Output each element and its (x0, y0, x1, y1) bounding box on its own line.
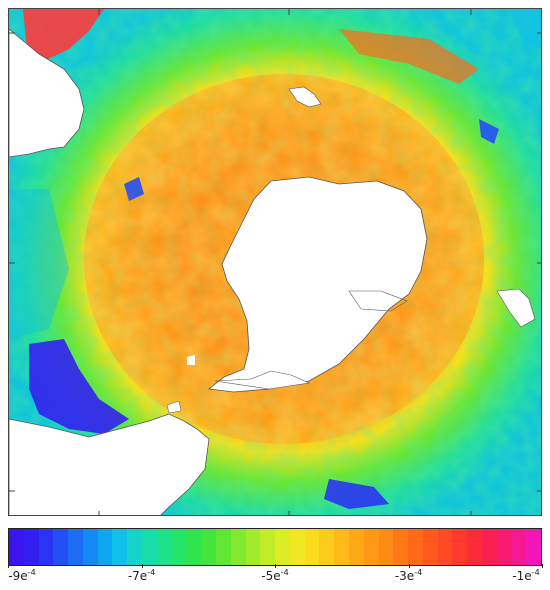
map-panel (8, 8, 542, 516)
colorbar-swatch (127, 529, 143, 565)
colorbar-tick-mark (275, 564, 276, 568)
colorbar-swatch (511, 529, 527, 565)
warm-patch-northwest (23, 9, 104, 61)
colorbar-swatch (215, 529, 231, 565)
colorbar-swatch (23, 529, 39, 565)
colorbar-swatch (201, 529, 216, 565)
colorbar-swatch (230, 529, 246, 565)
colorbar-tick-mark (542, 564, 543, 568)
colorbar-swatch (422, 529, 438, 565)
colorbar-swatch (408, 529, 423, 565)
colorbar-swatch (156, 529, 172, 565)
australia-landmass (9, 413, 210, 515)
colorbar-swatch (304, 529, 320, 565)
colorbar-swatch (245, 529, 261, 565)
cold-patch-west (29, 339, 129, 434)
colorbar-swatch (186, 529, 202, 565)
colorbar-swatch (97, 529, 113, 565)
colorbar-tick-label: -1e-4 (512, 568, 540, 583)
colorbar-swatch (496, 529, 512, 565)
colorbar-swatch (393, 529, 409, 565)
colorbar-swatch (467, 529, 482, 565)
south-america-landmass (9, 28, 85, 158)
colorbar-tick-mark (8, 564, 9, 568)
colorbar-tick-mark (141, 564, 143, 568)
colorbar-tick-label: -9e-4 (8, 568, 36, 583)
colorbar-swatch (142, 529, 157, 565)
colorbar-swatch (260, 529, 276, 565)
colorbar-tick-label: -3e-4 (394, 568, 423, 583)
colorbar-swatch (378, 529, 394, 565)
colorbar-swatch (112, 529, 128, 565)
colorbar-tick-mark (408, 564, 410, 568)
colorbar-swatch (526, 529, 541, 565)
colorbar (8, 528, 542, 566)
colorbar-tick-label: -5e-4 (261, 568, 289, 583)
colorbar-swatch (9, 529, 24, 565)
colorbar-swatch (334, 529, 349, 565)
colorbar-swatch (363, 529, 379, 565)
colorbar-swatch (68, 529, 83, 565)
colorbar-swatch (482, 529, 497, 565)
polar-map (9, 9, 541, 515)
colorbar-swatch (452, 529, 468, 565)
colorbar-tick-labels: -9e-4 -7e-4 -5e-4 -3e-4 -1e-4 (8, 564, 543, 590)
colorbar-swatch (38, 529, 54, 565)
colorbar-swatch (437, 529, 453, 565)
colorbar-swatch (275, 529, 290, 565)
colorbar-swatch (171, 529, 187, 565)
colorbar-swatch (289, 529, 305, 565)
colorbar-swatch (53, 529, 69, 565)
colorbar-swatch (82, 529, 98, 565)
colorbar-tick-label: -7e-4 (127, 568, 156, 583)
colorbar-swatch (319, 529, 335, 565)
colorbar-swatch (348, 529, 364, 565)
